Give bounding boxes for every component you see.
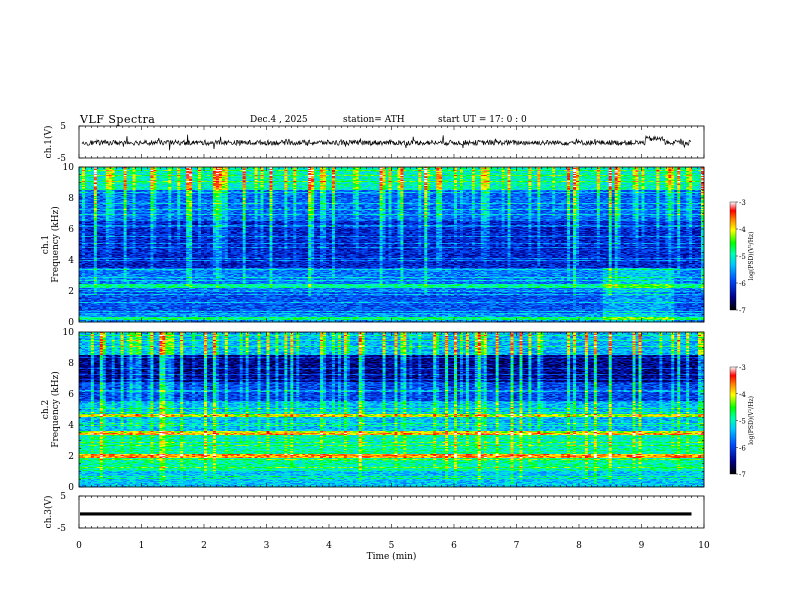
ch1-waveform-line [82, 135, 691, 151]
vlf-spectra-chart: 0246810ch.1 Frequency (kHz)0246810ch.2 Fre… [0, 0, 792, 612]
